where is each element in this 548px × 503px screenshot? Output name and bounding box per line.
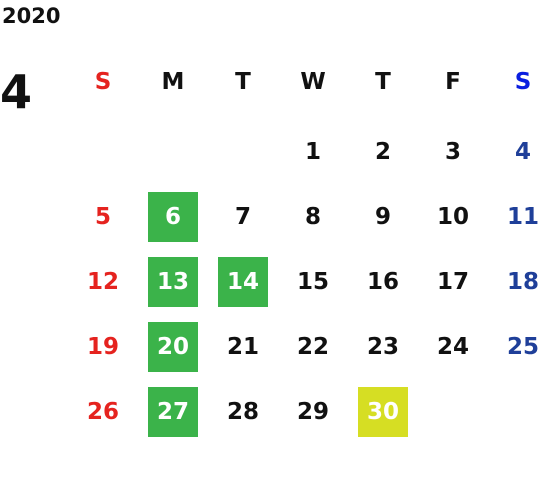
day: 3	[444, 139, 461, 165]
day: 11	[506, 204, 539, 230]
weekday-header: F	[445, 69, 461, 95]
day-highlighted: 13	[148, 257, 198, 307]
weekday-header: T	[375, 69, 391, 95]
weekday-header: T	[235, 69, 251, 95]
day-highlighted: 20	[148, 322, 198, 372]
day: 17	[436, 269, 469, 295]
day-highlighted: 6	[148, 192, 198, 242]
day: 15	[296, 269, 329, 295]
day: 18	[506, 269, 539, 295]
day: 29	[296, 399, 329, 425]
day: 2	[374, 139, 391, 165]
day-highlighted: 27	[148, 387, 198, 437]
day: 23	[366, 334, 399, 360]
weekday-header: M	[161, 69, 185, 95]
year: 2020	[2, 4, 61, 28]
day: 1	[304, 139, 321, 165]
weekday-header: W	[300, 69, 326, 95]
day: 7	[234, 204, 251, 230]
weekday-header: S	[94, 69, 112, 95]
day: 19	[86, 334, 119, 360]
day: 24	[436, 334, 469, 360]
day-highlighted: 14	[218, 257, 268, 307]
weekday-header: S	[514, 69, 532, 95]
day: 26	[86, 399, 119, 425]
day: 8	[304, 204, 321, 230]
day: 4	[514, 139, 531, 165]
day: 12	[86, 269, 119, 295]
day: 5	[94, 204, 111, 230]
day: 25	[506, 334, 539, 360]
day: 28	[226, 399, 259, 425]
day: 10	[436, 204, 469, 230]
month: 4	[0, 65, 33, 119]
day: 21	[226, 334, 259, 360]
day: 9	[374, 204, 391, 230]
day-highlighted: 30	[358, 387, 408, 437]
day: 16	[366, 269, 399, 295]
day: 22	[296, 334, 329, 360]
